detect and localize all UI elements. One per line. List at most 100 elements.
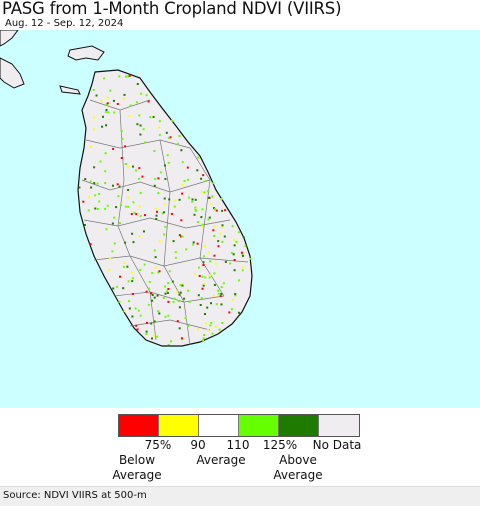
ndvi-pixel	[157, 310, 160, 313]
ndvi-pixel	[194, 209, 197, 212]
ndvi-pixel	[148, 287, 151, 290]
legend-tick-75: 75%	[144, 438, 172, 452]
ndvi-pixel	[156, 210, 158, 213]
ndvi-pixel	[127, 75, 130, 78]
ndvi-pixel	[87, 209, 90, 212]
ndvi-pixel	[108, 257, 111, 260]
ndvi-pixel	[164, 315, 167, 318]
ndvi-pixel	[118, 300, 121, 303]
ndvi-pixel	[105, 109, 108, 111]
ndvi-pixel	[116, 285, 118, 288]
ndvi-pixel	[203, 245, 206, 247]
ndvi-pixel	[138, 167, 141, 170]
ndvi-pixel	[103, 77, 106, 80]
ndvi-pixel	[118, 75, 121, 78]
ndvi-pixel	[184, 317, 187, 320]
ndvi-pixel	[159, 171, 162, 174]
ndvi-pixel	[238, 311, 240, 314]
ndvi-pixel	[204, 180, 207, 182]
ndvi-pixel	[202, 264, 205, 266]
ndvi-pixel	[138, 177, 140, 180]
ndvi-pixel	[157, 271, 160, 274]
ndvi-pixel	[127, 189, 130, 191]
ndvi-anomaly-pixels	[78, 74, 252, 347]
ndvi-pixel	[105, 124, 108, 127]
ndvi-pixel	[213, 207, 215, 210]
ndvi-pixel	[213, 294, 215, 297]
ndvi-pixel	[116, 183, 119, 186]
ndvi-pixel	[218, 328, 221, 331]
ndvi-pixel	[231, 298, 234, 301]
footer: Source: NDVI VIIRS at 500-m	[0, 486, 480, 506]
ndvi-pixel	[167, 137, 170, 139]
ndvi-pixel	[249, 257, 252, 260]
ndvi-pixel	[194, 198, 197, 201]
ndvi-pixel	[202, 255, 205, 258]
ndvi-pixel	[178, 198, 181, 201]
ndvi-pixel	[221, 322, 224, 324]
ndvi-pixel	[145, 94, 148, 97]
ndvi-pixel	[181, 184, 184, 187]
ndvi-pixel	[193, 213, 196, 216]
ndvi-pixel	[112, 184, 114, 187]
ndvi-pixel	[203, 282, 206, 285]
ndvi-pixel	[210, 302, 212, 305]
legend-swatch-below-75	[119, 415, 159, 436]
ndvi-pixel	[155, 214, 158, 217]
ndvi-pixel	[210, 322, 213, 324]
ndvi-pixel	[207, 218, 210, 221]
ndvi-pixel	[178, 306, 181, 309]
ndvi-pixel	[104, 182, 107, 185]
ndvi-pixel	[202, 284, 205, 287]
ndvi-pixel	[209, 260, 211, 263]
ndvi-pixel	[197, 294, 200, 297]
ndvi-pixel	[234, 294, 237, 297]
ndvi-pixel	[220, 286, 223, 288]
ndvi-pixel	[118, 185, 121, 188]
legend-color-bar	[118, 414, 360, 437]
ndvi-pixel	[134, 307, 137, 310]
ndvi-pixel	[151, 294, 154, 296]
ndvi-pixel	[148, 281, 151, 283]
ndvi-pixel	[135, 324, 138, 327]
ndvi-pixel	[137, 309, 140, 312]
ndvi-pixel	[192, 243, 195, 246]
ndvi-pixel	[151, 337, 153, 340]
ndvi-pixel	[183, 179, 186, 182]
ndvi-pixel	[222, 282, 225, 285]
ndvi-pixel	[123, 93, 126, 96]
ndvi-pixel	[128, 74, 131, 77]
ndvi-pixel	[99, 160, 102, 163]
ndvi-pixel	[158, 312, 161, 315]
ndvi-pixel	[127, 280, 130, 283]
ndvi-pixel	[214, 225, 217, 228]
ndvi-pixel	[230, 251, 233, 254]
ndvi-pixel	[215, 262, 218, 265]
sri-lanka-map	[0, 30, 480, 408]
ndvi-pixel	[202, 337, 205, 340]
ndvi-pixel	[166, 154, 169, 157]
ndvi-pixel	[154, 256, 157, 259]
ndvi-pixel	[151, 272, 154, 275]
ndvi-pixel	[169, 136, 172, 139]
ndvi-pixel	[84, 178, 87, 181]
ndvi-pixel	[117, 195, 120, 198]
ndvi-pixel	[220, 293, 223, 295]
ndvi-pixel	[118, 222, 121, 225]
ndvi-pixel	[220, 303, 223, 306]
legend-tick-90: 90	[190, 438, 206, 452]
ndvi-pixel	[154, 177, 157, 180]
ndvi-pixel	[90, 186, 93, 189]
ndvi-pixel	[213, 272, 216, 275]
ndvi-pixel	[113, 216, 116, 219]
ndvi-pixel	[130, 213, 133, 215]
ndvi-pixel	[170, 340, 173, 343]
ndvi-pixel	[153, 320, 156, 323]
ndvi-pixel	[132, 201, 135, 204]
ndvi-pixel	[242, 254, 244, 257]
ndvi-pixel	[208, 276, 211, 279]
ndvi-pixel	[179, 284, 182, 287]
ndvi-pixel	[150, 292, 153, 295]
ndvi-pixel	[173, 297, 176, 300]
ndvi-pixel	[200, 297, 203, 299]
